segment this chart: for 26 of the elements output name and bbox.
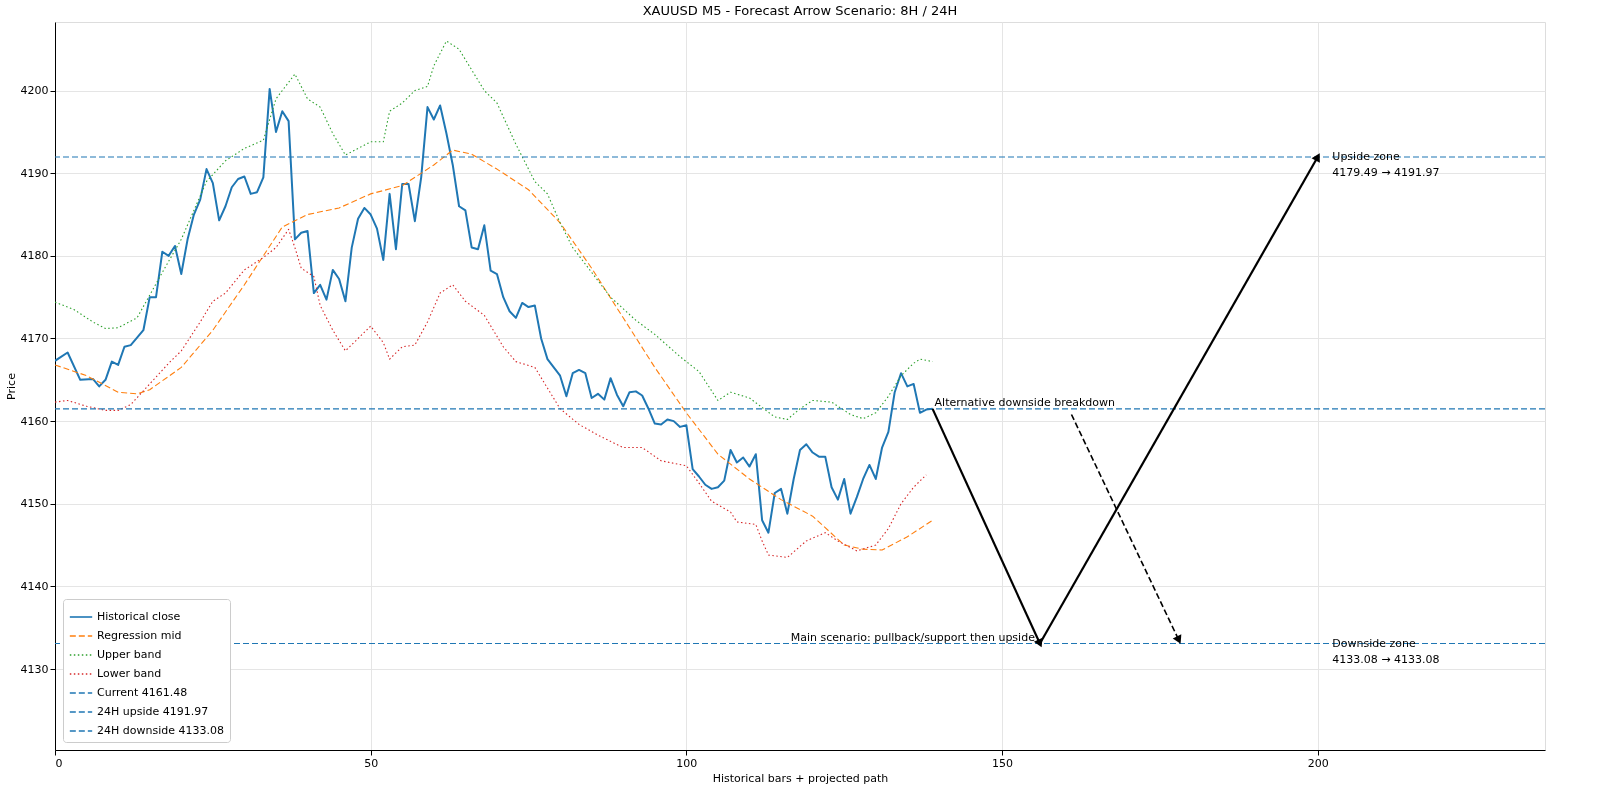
y-tick-label: 4130 bbox=[20, 662, 49, 676]
y-tick-label: 4180 bbox=[20, 249, 49, 263]
y-tick-label: 4160 bbox=[20, 414, 49, 428]
legend-label: Regression mid bbox=[97, 629, 182, 642]
y-tick-label: 4200 bbox=[20, 84, 49, 98]
legend-label: Current 4161.48 bbox=[97, 686, 188, 699]
annotation: Upside zone 4179.49 → 4191.97 bbox=[1332, 149, 1440, 179]
annotation: Alternative downside breakdown bbox=[934, 395, 1115, 409]
x-tick-label: 50 bbox=[364, 756, 379, 770]
x-tick-label: 0 bbox=[55, 756, 63, 770]
chart-title: XAUUSD M5 - Forecast Arrow Scenario: 8H / 24H bbox=[642, 3, 958, 18]
y-tick-label: 4190 bbox=[20, 166, 49, 180]
x-axis-title: Historical bars + projected path bbox=[712, 771, 889, 785]
legend-label: Upper band bbox=[97, 648, 162, 661]
legend-label: Historical close bbox=[97, 610, 181, 623]
legend-label: 24H downside 4133.08 bbox=[97, 724, 224, 737]
annotation: Main scenario: pullback/support then upside bbox=[790, 630, 1036, 644]
x-tick-label: 150 bbox=[992, 756, 1014, 770]
legend-label: Lower band bbox=[97, 667, 162, 680]
x-tick-label: 100 bbox=[676, 756, 698, 770]
y-tick-label: 4140 bbox=[20, 579, 49, 593]
y-tick-label: 4150 bbox=[20, 497, 49, 511]
y-tick-label: 4170 bbox=[20, 331, 49, 345]
x-tick-label: 200 bbox=[1307, 756, 1329, 770]
y-axis-title: Price bbox=[4, 372, 18, 400]
legend-label: 24H upside 4191.97 bbox=[97, 705, 209, 718]
